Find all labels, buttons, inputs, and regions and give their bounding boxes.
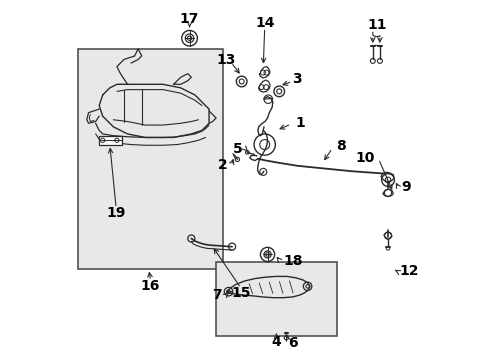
Text: 10: 10	[355, 151, 374, 165]
Text: 9: 9	[400, 180, 410, 194]
Text: 3: 3	[291, 72, 301, 86]
Text: 7: 7	[211, 288, 221, 302]
Bar	[99, 136, 122, 145]
Text: 8: 8	[335, 139, 345, 153]
Text: 17: 17	[180, 12, 199, 26]
Text: 19: 19	[106, 206, 125, 220]
Text: 16: 16	[141, 279, 160, 293]
Text: 13: 13	[216, 53, 235, 67]
Text: 6: 6	[287, 336, 297, 350]
Text: 14: 14	[254, 16, 274, 30]
Text: 5: 5	[232, 142, 242, 156]
Text: 11: 11	[367, 18, 386, 32]
Text: 18: 18	[283, 254, 303, 268]
Text: 1: 1	[295, 116, 305, 130]
Text: 15: 15	[231, 286, 250, 300]
Bar	[216, 261, 336, 336]
Text: 2: 2	[217, 158, 227, 172]
Bar	[78, 49, 223, 269]
Text: 4: 4	[271, 335, 281, 349]
Text: 12: 12	[399, 264, 418, 278]
